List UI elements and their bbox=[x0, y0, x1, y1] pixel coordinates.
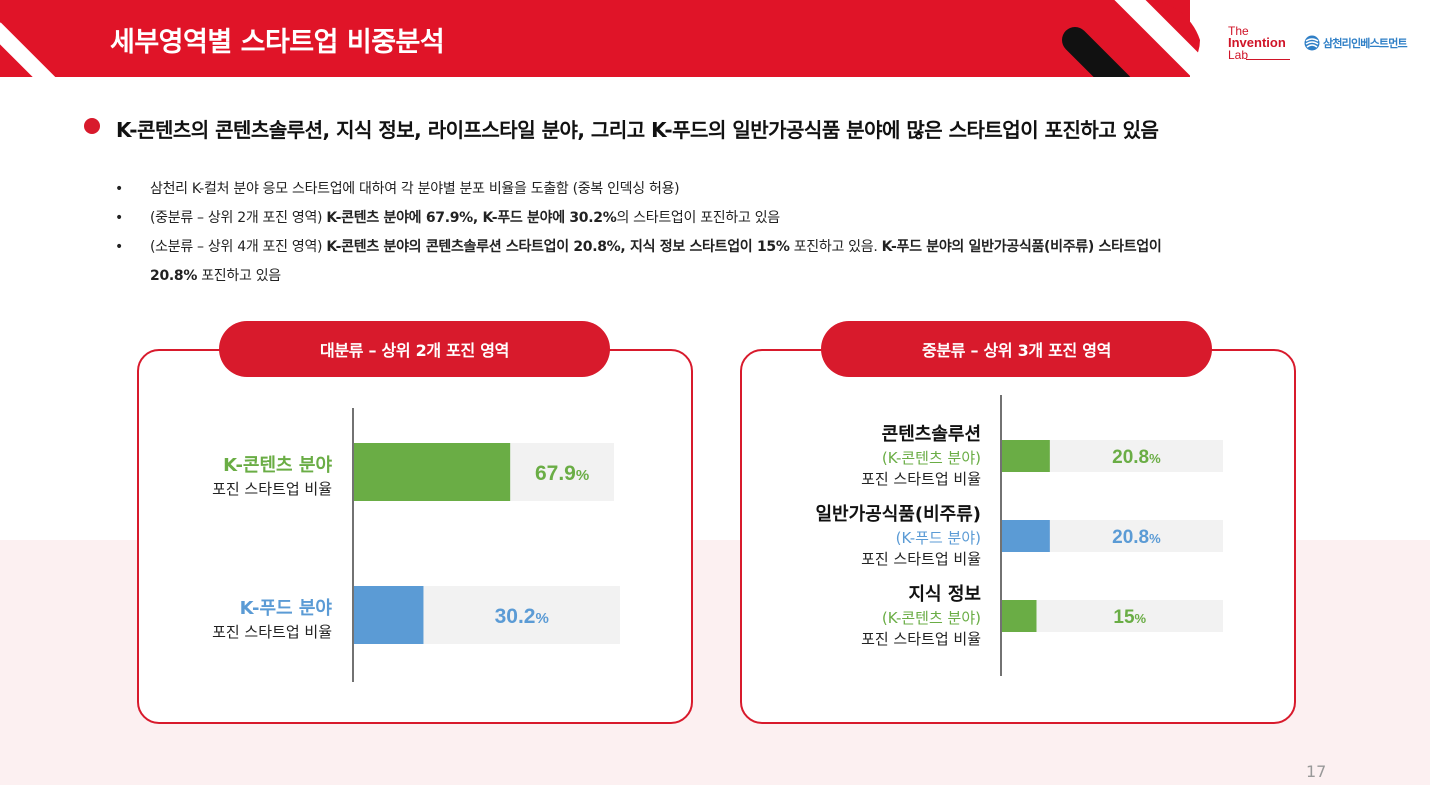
category-label: 일반가공식품(비주류) bbox=[816, 504, 982, 525]
category-parent-label: (K-콘텐츠 분야) bbox=[882, 609, 981, 627]
category-sublabel: 포진 스타트업 비율 bbox=[212, 623, 332, 641]
sponsor-name: 삼천리인베스트먼트 bbox=[1323, 37, 1408, 50]
header-banner bbox=[0, 0, 1216, 80]
header-red-band bbox=[0, 0, 1190, 77]
bullet-text: (소분류 – 상위 4개 포진 영역) bbox=[150, 239, 327, 255]
bullet-item: • 삼천리 K-컬처 분야 응모 스타트업에 대하여 각 분야별 분포 비율을 도… bbox=[115, 175, 1335, 204]
sponsor-logo: 삼천리인베스트먼트 bbox=[1304, 35, 1408, 51]
bar bbox=[1002, 520, 1050, 552]
bullet-item: 20.8% 포진하고 있음 bbox=[115, 262, 1335, 291]
data-label: 20.8% bbox=[1112, 527, 1161, 548]
headline-bullet bbox=[84, 118, 100, 134]
category-sublabel: 포진 스타트업 비율 bbox=[861, 550, 981, 568]
bullet-text: K-콘텐츠 분야에 67.9%, K-푸드 분야에 30.2% bbox=[326, 210, 617, 226]
category-parent-label: (K-콘텐츠 분야) bbox=[882, 449, 981, 467]
bullet-text: 포진하고 있음 bbox=[197, 268, 281, 284]
data-label: 67.9% bbox=[535, 462, 589, 485]
invention-lab-logo: The Invention Lab bbox=[1228, 24, 1290, 62]
bar bbox=[1002, 440, 1050, 472]
panel-major-title: 대분류 – 상위 2개 포진 영역 bbox=[219, 321, 610, 377]
logo-line-1: The bbox=[1228, 24, 1249, 38]
headline: K-콘텐츠의 콘텐츠솔루션, 지식 정보, 라이프스타일 분야, 그리고 K-푸… bbox=[116, 118, 1159, 142]
bullet-text: 포진하고 있음. bbox=[789, 239, 882, 255]
category-label: 지식 정보 bbox=[908, 584, 981, 605]
panel-mid-title: 중분류 – 상위 3개 포진 영역 bbox=[821, 321, 1212, 377]
page-number: 17 bbox=[1306, 762, 1327, 781]
bar-track bbox=[1002, 600, 1223, 632]
header-stripe-white bbox=[0, 22, 56, 80]
category-label: K-콘텐츠 분야 bbox=[223, 455, 332, 476]
bullet-item: • (소분류 – 상위 4개 포진 영역) K-콘텐츠 분야의 콘텐츠솔루션 스타… bbox=[115, 233, 1335, 262]
bullet-dot: • bbox=[115, 210, 123, 226]
category-sublabel: 포진 스타트업 비율 bbox=[212, 480, 332, 498]
bullet-text: K-푸드 분야의 일반가공식품(비주류) 스타트업이 bbox=[881, 239, 1162, 255]
bullet-list: • 삼천리 K-컬처 분야 응모 스타트업에 대하여 각 분야별 분포 비율을 도… bbox=[115, 175, 1335, 291]
bar bbox=[354, 586, 424, 644]
data-label: 20.8% bbox=[1112, 447, 1161, 468]
bar bbox=[1002, 600, 1037, 632]
logo-line-2: Invention bbox=[1228, 35, 1286, 50]
page-title: 세부영역별 스타트업 비중분석 bbox=[110, 27, 445, 58]
category-label: K-푸드 분야 bbox=[240, 598, 333, 619]
category-label: 콘텐츠솔루션 bbox=[882, 424, 981, 445]
category-sublabel: 포진 스타트업 비율 bbox=[861, 470, 981, 488]
bullet-text: 삼천리 K-컬처 분야 응모 스타트업에 대하여 각 분야별 분포 비율을 도출… bbox=[150, 181, 680, 197]
data-label: 15% bbox=[1113, 607, 1146, 628]
logo-line-3: Lab bbox=[1228, 48, 1249, 62]
sponsor-logo-icon bbox=[1304, 35, 1320, 51]
bar bbox=[354, 443, 511, 501]
category-parent-label: (K-푸드 분야) bbox=[896, 529, 981, 547]
category-sublabel: 포진 스타트업 비율 bbox=[861, 630, 981, 648]
bullet-dot: • bbox=[115, 181, 123, 197]
bullet-text: 의 스타트업이 포진하고 있음 bbox=[616, 210, 780, 226]
bullet-item: • (중분류 – 상위 2개 포진 영역) K-콘텐츠 분야에 67.9%, K-… bbox=[115, 204, 1335, 233]
bullet-text: 20.8% bbox=[150, 268, 198, 284]
data-label: 30.2% bbox=[495, 605, 549, 628]
bullet-text: K-콘텐츠 분야의 콘텐츠솔루션 스타트업이 20.8%, 지식 정보 스타트업… bbox=[326, 239, 790, 255]
panel-major bbox=[137, 349, 693, 724]
bullet-dot: • bbox=[115, 239, 123, 255]
bullet-text: (중분류 – 상위 2개 포진 영역) bbox=[150, 210, 327, 226]
header-stripe-white-right bbox=[1114, 0, 1216, 80]
